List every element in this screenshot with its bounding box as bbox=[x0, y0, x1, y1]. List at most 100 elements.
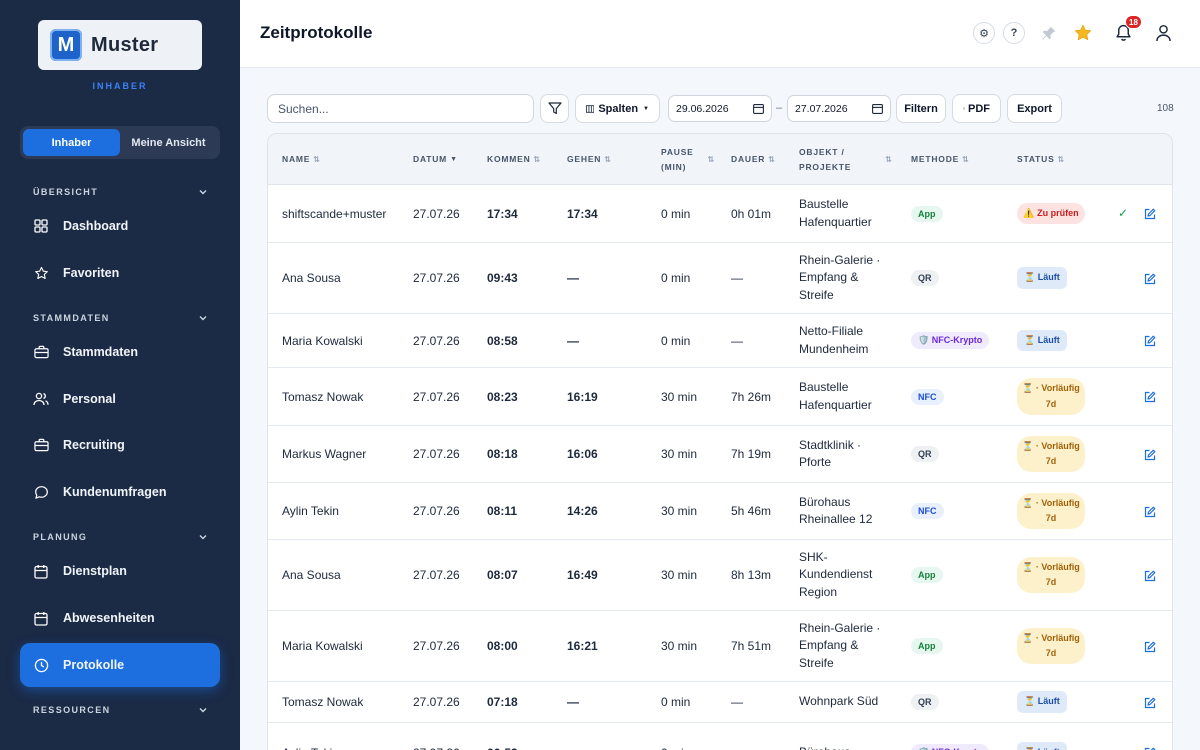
table-row[interactable]: Maria Kowalski 27.07.26 08:58 — 0 min — Netto-… bbox=[268, 314, 1172, 368]
favorites-button[interactable] bbox=[1072, 22, 1094, 44]
sidebar-item-personal[interactable]: Personal bbox=[20, 377, 220, 421]
users-icon bbox=[33, 391, 49, 407]
role-caption: INHABER bbox=[92, 81, 148, 91]
edit-icon[interactable] bbox=[1144, 449, 1156, 461]
edit-icon[interactable] bbox=[1144, 641, 1156, 653]
gear-icon: ⚙ bbox=[979, 27, 989, 40]
cell-status: ⚠️ Zu prüfen bbox=[1017, 185, 1085, 242]
section-overview[interactable]: ÜBERSICHT bbox=[33, 186, 209, 198]
logo[interactable]: M Muster bbox=[38, 20, 202, 70]
col-method[interactable]: METHODE ⇅ bbox=[911, 134, 970, 185]
col-name[interactable]: NAME ⇅ bbox=[282, 134, 321, 185]
columns-button[interactable]: Spalten ▼ bbox=[575, 94, 660, 123]
approve-check-icon[interactable]: ✓ bbox=[1118, 206, 1129, 220]
sidebar-item-kundenumfragen[interactable]: Kundenumfragen bbox=[20, 470, 220, 514]
help-button[interactable]: ? bbox=[1003, 22, 1025, 44]
date-from-field[interactable]: 29.06.2026 bbox=[668, 95, 772, 122]
view-toggle: Inhaber Meine Ansicht bbox=[20, 126, 220, 159]
cell-duration: 7h 26m bbox=[731, 389, 772, 404]
sidebar-item-protokolle[interactable]: Protokolle bbox=[20, 643, 220, 687]
col-out[interactable]: GEHEN ⇅ bbox=[567, 134, 612, 185]
object-line: SHK- bbox=[799, 550, 828, 565]
method-badge: App bbox=[911, 205, 943, 222]
pin-button[interactable] bbox=[1038, 22, 1060, 44]
sidebar-item-dienstplan[interactable]: Dienstplan bbox=[20, 549, 220, 593]
cell-status: ⏳ · Vorläufig 7d bbox=[1017, 483, 1085, 539]
cell-name: Maria Kowalski bbox=[282, 639, 363, 653]
cell-pause: 30 min bbox=[661, 447, 698, 461]
col-object-label-2: PROJEKTE bbox=[799, 161, 852, 172]
table-row[interactable]: Maria Kowalski 27.07.26 08:00 16:21 30 min 7h… bbox=[268, 611, 1172, 682]
cell-method: App bbox=[911, 185, 943, 242]
cell-date: 27.07.26 bbox=[413, 389, 460, 404]
date-to-field[interactable]: 27.07.2026 bbox=[787, 95, 891, 122]
sidebar-item-recruiting[interactable]: Recruiting bbox=[20, 423, 220, 467]
sidebar-item-dashboard[interactable]: Dashboard bbox=[20, 204, 220, 248]
edit-icon[interactable] bbox=[1144, 506, 1156, 518]
cell-status: ⏳ · Vorläufig 7d bbox=[1017, 368, 1085, 425]
cell-duration: — bbox=[731, 695, 743, 709]
table-row[interactable]: Ana Sousa 27.07.26 08:07 16:49 30 min 8h 13m S… bbox=[268, 540, 1172, 611]
edit-icon[interactable] bbox=[1144, 697, 1156, 709]
table-row[interactable]: Aylin Tekin 27.07.26 08:11 14:26 30 min 5h 46… bbox=[268, 483, 1172, 540]
sidebar-item-stammdaten[interactable]: Stammdaten bbox=[20, 330, 220, 374]
cell-name: shiftscande+muster bbox=[282, 206, 387, 221]
table-row[interactable]: Aylin Tekin 27.07.26 06:53 — 0 min — Bürohaus 🛡… bbox=[268, 723, 1172, 750]
funnel-icon bbox=[547, 102, 562, 115]
edit-icon[interactable] bbox=[1144, 273, 1156, 285]
briefcase-icon bbox=[33, 344, 49, 360]
cell-duration: — bbox=[731, 271, 743, 285]
edit-icon[interactable] bbox=[1144, 391, 1156, 403]
cell-out: 16:21 bbox=[567, 639, 598, 653]
col-pause[interactable]: PAUSE (MIN) ⇅ bbox=[661, 134, 715, 185]
sort-icon: ⇅ bbox=[1057, 154, 1066, 164]
pdf-button[interactable]: PDF bbox=[952, 94, 1001, 123]
grid-icon bbox=[33, 218, 49, 234]
table-row[interactable]: Markus Wagner 27.07.26 08:18 16:06 30 min 7h … bbox=[268, 426, 1172, 483]
col-date[interactable]: DATUM ▼ bbox=[413, 134, 458, 185]
section-resources[interactable]: RESSOURCEN bbox=[33, 704, 209, 716]
object-line: Rheinallee 12 bbox=[799, 512, 873, 526]
apply-filter-button[interactable]: Filtern bbox=[896, 94, 946, 123]
pin-icon bbox=[1042, 26, 1056, 40]
export-button[interactable]: Export bbox=[1007, 94, 1062, 123]
section-master-label: STAMMDATEN bbox=[33, 313, 110, 323]
sort-icon: ⇅ bbox=[604, 154, 612, 164]
edit-icon[interactable] bbox=[1144, 208, 1156, 220]
help-icon: ? bbox=[1010, 27, 1018, 39]
col-object[interactable]: OBJEKT / PROJEKTE ⇅ bbox=[799, 134, 893, 185]
object-line: Baustelle bbox=[799, 380, 849, 395]
edit-icon[interactable] bbox=[1144, 570, 1156, 582]
settings-button[interactable]: ⚙ bbox=[973, 22, 995, 44]
table-row[interactable]: Tomasz Nowak 27.07.26 08:23 16:19 30 min 7h 2… bbox=[268, 368, 1172, 426]
table-row[interactable]: shiftscande+muster 27.07.26 17:34 17:34 0 mi… bbox=[268, 185, 1172, 243]
cell-name: Aylin Tekin bbox=[282, 504, 339, 518]
cell-date: 27.07.26 bbox=[413, 206, 460, 221]
edit-icon[interactable] bbox=[1144, 747, 1156, 750]
cell-object: Stadtklinik · Pforte bbox=[799, 426, 889, 482]
col-in[interactable]: KOMMEN ⇅ bbox=[487, 134, 541, 185]
toggle-inhaber[interactable]: Inhaber bbox=[23, 129, 120, 156]
col-status[interactable]: STATUS ⇅ bbox=[1017, 134, 1065, 185]
filter-icon-button[interactable] bbox=[540, 94, 569, 123]
cell-out: 14:26 bbox=[567, 504, 598, 518]
object-line: Streife bbox=[799, 655, 834, 670]
table-row[interactable]: Tomasz Nowak 27.07.26 07:18 — 0 min — Wohnpark… bbox=[268, 682, 1172, 723]
status-badge: ⏳ · Vorläufig 7d bbox=[1017, 556, 1085, 594]
col-duration[interactable]: DAUER ⇅ bbox=[731, 134, 776, 185]
method-badge: App bbox=[911, 638, 943, 654]
status-badge: ⏳ Läuft bbox=[1017, 741, 1067, 750]
table-row[interactable]: Ana Sousa 27.07.26 09:43 — 0 min — Rhein-Galer… bbox=[268, 243, 1172, 314]
section-planning[interactable]: PLANUNG bbox=[33, 531, 209, 543]
edit-icon[interactable] bbox=[1144, 335, 1156, 347]
section-master[interactable]: STAMMDATEN bbox=[33, 312, 209, 324]
profile-button[interactable] bbox=[1152, 22, 1174, 44]
search-input[interactable] bbox=[267, 94, 534, 123]
section-planning-label: PLANUNG bbox=[33, 532, 88, 542]
cell-name: Ana Sousa bbox=[282, 568, 341, 582]
toggle-meine-ansicht[interactable]: Meine Ansicht bbox=[131, 136, 206, 149]
sidebar-item-abwesenheiten[interactable]: Abwesenheiten bbox=[20, 596, 220, 640]
sidebar-item-favoriten[interactable]: Favoriten bbox=[20, 251, 220, 295]
sidebar-item-label: Dienstplan bbox=[63, 564, 127, 578]
object-line: Empfang & bbox=[799, 638, 859, 653]
